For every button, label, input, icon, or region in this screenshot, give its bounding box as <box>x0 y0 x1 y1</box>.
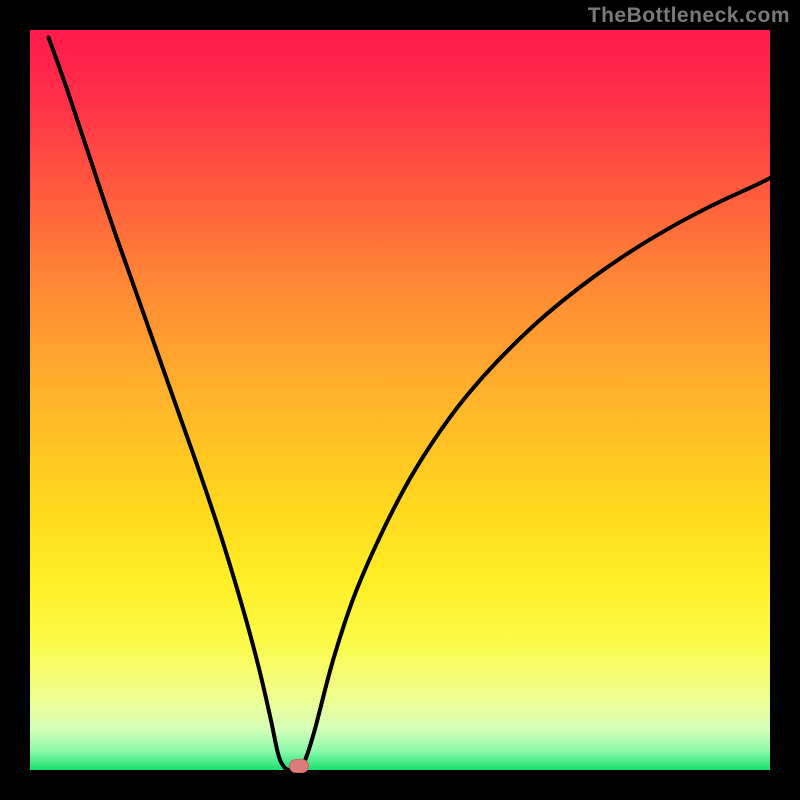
vertex-marker <box>289 759 309 773</box>
bottleneck-curve-chart <box>0 0 800 800</box>
chart-container: { "watermark": { "text": "TheBottleneck.… <box>0 0 800 800</box>
watermark-text: TheBottleneck.com <box>588 4 790 28</box>
